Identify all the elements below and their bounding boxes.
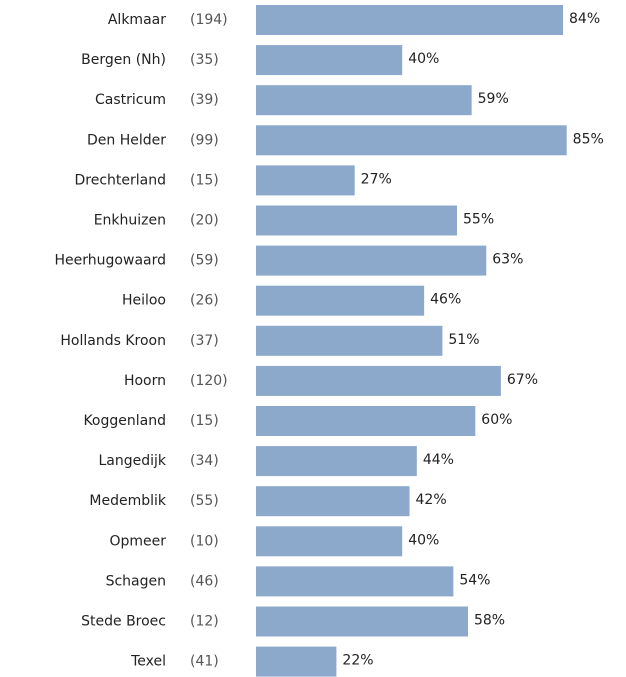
bar bbox=[256, 5, 564, 35]
bar bbox=[256, 45, 403, 76]
category-label: Medemblik bbox=[89, 493, 166, 509]
value-label: 27% bbox=[361, 171, 392, 187]
bar bbox=[256, 205, 458, 236]
count-label: (20) bbox=[190, 213, 219, 229]
category-label: Stede Broec bbox=[81, 614, 166, 630]
count-label: (39) bbox=[190, 92, 219, 108]
category-label: Castricum bbox=[95, 92, 166, 108]
bar bbox=[256, 446, 417, 477]
category-label: Texel bbox=[130, 654, 166, 670]
bar bbox=[256, 165, 355, 196]
count-label: (15) bbox=[190, 172, 219, 188]
count-label: (35) bbox=[190, 52, 219, 68]
count-label: (15) bbox=[190, 413, 219, 429]
bar bbox=[256, 125, 567, 156]
value-label: 84% bbox=[569, 11, 600, 27]
value-label: 63% bbox=[492, 252, 523, 268]
count-label: (120) bbox=[190, 373, 228, 389]
value-label: 40% bbox=[408, 51, 439, 67]
category-label: Heiloo bbox=[122, 293, 166, 309]
value-label: 44% bbox=[423, 452, 454, 468]
category-label: Alkmaar bbox=[108, 12, 166, 28]
count-label: (99) bbox=[190, 132, 219, 148]
count-label: (59) bbox=[190, 253, 219, 269]
value-label: 54% bbox=[459, 572, 490, 588]
value-label: 40% bbox=[408, 532, 439, 548]
count-label: (46) bbox=[190, 573, 219, 589]
bar bbox=[256, 566, 454, 597]
value-label: 67% bbox=[507, 372, 538, 388]
count-label: (194) bbox=[190, 12, 228, 28]
category-label: Enkhuizen bbox=[94, 213, 166, 229]
value-label: 22% bbox=[342, 653, 373, 669]
count-label: (12) bbox=[190, 614, 219, 630]
value-label: 58% bbox=[474, 613, 505, 629]
value-label: 46% bbox=[430, 292, 461, 308]
category-label: Koggenland bbox=[83, 413, 166, 429]
count-label: (55) bbox=[190, 493, 219, 509]
bar bbox=[256, 646, 337, 677]
category-label: Den Helder bbox=[87, 132, 166, 148]
value-label: 42% bbox=[416, 492, 447, 508]
category-label: Opmeer bbox=[109, 533, 166, 549]
value-label: 55% bbox=[463, 212, 494, 228]
value-label: 60% bbox=[481, 412, 512, 428]
count-label: (41) bbox=[190, 654, 219, 670]
bar bbox=[256, 365, 501, 396]
bar bbox=[256, 606, 468, 637]
category-label: Drechterland bbox=[75, 172, 167, 188]
bar bbox=[256, 285, 425, 316]
count-label: (26) bbox=[190, 293, 219, 309]
count-label: (10) bbox=[190, 533, 219, 549]
category-label: Bergen (Nh) bbox=[81, 52, 166, 68]
value-label: 51% bbox=[448, 332, 479, 348]
count-label: (34) bbox=[190, 453, 219, 469]
category-label: Heerhugowaard bbox=[55, 253, 166, 269]
bar bbox=[256, 85, 472, 116]
value-label: 85% bbox=[573, 131, 604, 147]
category-label: Hollands Kroon bbox=[60, 333, 166, 349]
category-label: Schagen bbox=[106, 573, 166, 589]
count-label: (37) bbox=[190, 333, 219, 349]
value-label: 59% bbox=[478, 91, 509, 107]
bar bbox=[256, 325, 443, 356]
category-label: Langedijk bbox=[98, 453, 166, 469]
bar bbox=[256, 526, 403, 557]
bar bbox=[256, 245, 487, 276]
category-label: Hoorn bbox=[124, 373, 166, 389]
bar bbox=[256, 406, 476, 436]
bar bbox=[256, 486, 410, 517]
